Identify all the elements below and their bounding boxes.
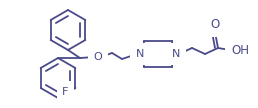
Text: F: F [62, 87, 69, 97]
Text: O: O [94, 52, 102, 62]
Text: OH: OH [231, 44, 249, 56]
Text: N: N [136, 49, 144, 59]
Text: N: N [172, 49, 180, 59]
Text: O: O [210, 18, 220, 32]
